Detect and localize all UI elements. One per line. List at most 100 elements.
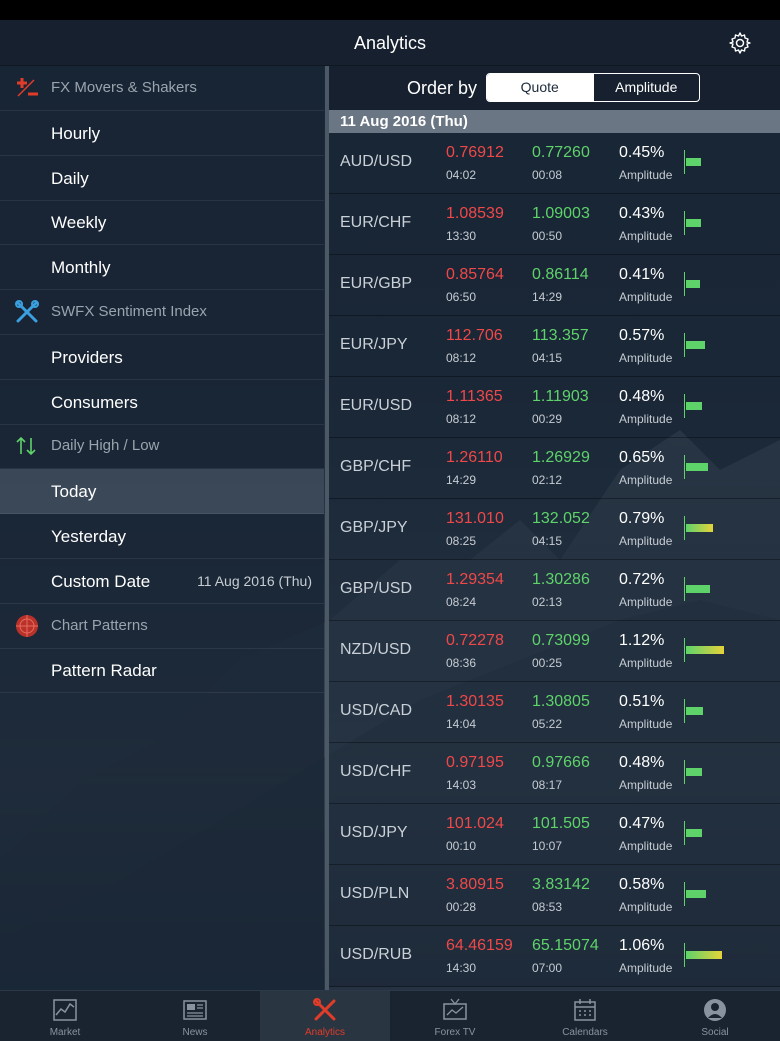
low-time: 08:36 xyxy=(446,656,477,670)
order-by-label: Order by xyxy=(407,78,478,98)
quote-row-gbp-usd[interactable]: GBP/USD 1.29354 08:24 1.30286 02:13 0.72% Ampl… xyxy=(329,560,780,621)
low-value: 112.706 xyxy=(446,327,503,344)
quote-row-gbp-jpy[interactable]: GBP/JPY 131.010 08:25 132.052 04:15 0.79% Ampl… xyxy=(329,499,780,560)
tab-analytics[interactable]: Analytics xyxy=(260,991,390,1041)
sidebar-item-label: Today xyxy=(51,482,97,502)
pair-label: USD/JPY xyxy=(340,824,408,841)
sidebar-item-providers[interactable]: Providers xyxy=(0,335,324,380)
amplitude-value: 0.79% xyxy=(619,510,665,527)
pair-label: EUR/CHF xyxy=(340,214,412,231)
amplitude-label: Amplitude xyxy=(619,595,673,609)
amplitude-bar xyxy=(686,341,705,349)
amplitude-value: 0.72% xyxy=(619,571,665,588)
quote-row-gbp-chf[interactable]: GBP/CHF 1.26110 14:29 1.26929 02:12 0.65% Ampl… xyxy=(329,438,780,499)
pair-label: EUR/JPY xyxy=(340,336,408,353)
amplitude-bar xyxy=(686,524,713,532)
high-value: 132.052 xyxy=(532,510,590,527)
sidebar-item-consumers[interactable]: Consumers xyxy=(0,380,324,425)
pair-label: EUR/GBP xyxy=(340,275,413,292)
quote-row-eur-gbp[interactable]: EUR/GBP 0.85764 06:50 0.86114 14:29 0.41% Ampl… xyxy=(329,255,780,316)
sidebar-item-weekly[interactable]: Weekly xyxy=(0,200,324,246)
radar-icon xyxy=(14,614,40,638)
high-value: 0.97666 xyxy=(532,754,590,771)
amplitude-label: Amplitude xyxy=(619,534,673,548)
sidebar-item-monthly[interactable]: Monthly xyxy=(0,245,324,291)
calendar-icon xyxy=(572,997,598,1023)
amplitude-label: Amplitude xyxy=(619,473,673,487)
low-time: 00:10 xyxy=(446,839,477,853)
sidebar-item-label: Hourly xyxy=(51,123,101,143)
low-value: 1.11365 xyxy=(446,388,503,405)
tab-news[interactable]: News xyxy=(130,991,260,1041)
high-value: 3.83142 xyxy=(532,876,590,893)
pair-label: GBP/USD xyxy=(340,580,413,597)
market-chart-icon xyxy=(52,997,78,1023)
low-time: 04:02 xyxy=(446,168,477,182)
amplitude-bar xyxy=(686,280,700,288)
low-time: 14:29 xyxy=(446,473,477,487)
tab-bar: Market News Analytics Forex TV Calendars Soci… xyxy=(0,990,780,1041)
quote-row-eur-usd[interactable]: EUR/USD 1.11365 08:12 1.11903 00:29 0.48% Ampl… xyxy=(329,377,780,438)
sidebar-item-label: Weekly xyxy=(51,213,107,233)
amplitude-label: Amplitude xyxy=(619,839,673,853)
amplitude-label: Amplitude xyxy=(619,778,673,792)
sidebar-item-value: 11 Aug 2016 (Thu) xyxy=(197,572,312,589)
sidebar-item-today[interactable]: Today xyxy=(0,469,324,515)
quote-row-usd-pln[interactable]: USD/PLN 3.80915 00:28 3.83142 08:53 0.58% Ampl… xyxy=(329,865,780,926)
order-option-quote[interactable]: Quote xyxy=(487,74,593,101)
sidebar-item-custom-date[interactable]: Custom Date 11 Aug 2016 (Thu) xyxy=(0,559,324,604)
amplitude-label: Amplitude xyxy=(619,900,673,914)
high-value: 1.30286 xyxy=(532,571,590,588)
quote-row-eur-jpy[interactable]: EUR/JPY 112.706 08:12 113.357 04:15 0.57% Ampl… xyxy=(329,316,780,377)
amplitude-bar-axis xyxy=(684,150,685,174)
quote-row-nzd-usd[interactable]: NZD/USD 0.72278 08:36 0.73099 00:25 1.12% Ampl… xyxy=(329,621,780,682)
amplitude-label: Amplitude xyxy=(619,229,673,243)
amplitude-bar-axis xyxy=(684,821,685,845)
amplitude-label: Amplitude xyxy=(619,717,673,731)
pair-label: GBP/JPY xyxy=(340,519,408,536)
quote-row-usd-chf[interactable]: USD/CHF 0.97195 14:03 0.97666 08:17 0.48% Ampl… xyxy=(329,743,780,804)
low-time: 13:30 xyxy=(446,229,477,243)
high-time: 00:50 xyxy=(532,229,563,243)
amplitude-bar-axis xyxy=(684,943,685,967)
high-value: 1.26929 xyxy=(532,449,590,466)
quote-row-usd-cad[interactable]: USD/CAD 1.30135 14:04 1.30805 05:22 0.51% Ampl… xyxy=(329,682,780,743)
high-value: 0.73099 xyxy=(532,632,590,649)
pair-label: EUR/USD xyxy=(340,397,413,414)
amplitude-bar xyxy=(686,402,702,410)
sidebar: FX Movers & Shakers Hourly Daily Weekly Mont… xyxy=(0,66,324,990)
gear-icon[interactable] xyxy=(728,31,752,55)
sidebar-item-pattern-radar[interactable]: Pattern Radar xyxy=(0,648,324,694)
high-time: 08:53 xyxy=(532,900,563,914)
sidebar-item-label: SWFX Sentiment Index xyxy=(51,303,207,320)
high-time: 08:17 xyxy=(532,778,563,792)
sidebar-item-daily[interactable]: Daily xyxy=(0,156,324,201)
tab-social[interactable]: Social xyxy=(650,991,780,1041)
sidebar-section-chart-patterns: Chart Patterns xyxy=(0,604,324,649)
sidebar-section-swfx-sentiment-index: SWFX Sentiment Index xyxy=(0,290,324,335)
amplitude-value: 0.65% xyxy=(619,449,665,466)
low-time: 14:04 xyxy=(446,717,477,731)
sidebar-item-label: Daily High / Low xyxy=(51,437,160,455)
amplitude-label: Amplitude xyxy=(619,412,673,426)
tab-forex-tv[interactable]: Forex TV xyxy=(390,991,520,1041)
sidebar-item-yesterday[interactable]: Yesterday xyxy=(0,514,324,559)
low-value: 1.30135 xyxy=(446,693,504,710)
tab-market[interactable]: Market xyxy=(0,991,130,1041)
low-time: 14:03 xyxy=(446,778,477,792)
amplitude-bar xyxy=(686,585,710,593)
quote-row-aud-usd[interactable]: AUD/USD 0.76912 04:02 0.77260 00:08 0.45% Ampl… xyxy=(329,133,780,194)
amplitude-value: 0.48% xyxy=(619,388,665,405)
amplitude-value: 1.12% xyxy=(619,632,665,649)
order-option-amplitude[interactable]: Amplitude xyxy=(592,74,700,101)
quote-row-usd-rub[interactable]: USD/RUB 64.46159 14:30 65.15074 07:00 1.06% Am… xyxy=(329,926,780,987)
quote-row-eur-chf[interactable]: EUR/CHF 1.08539 13:30 1.09003 00:50 0.43% Ampl… xyxy=(329,194,780,255)
tab-calendars[interactable]: Calendars xyxy=(520,991,650,1041)
sidebar-item-hourly[interactable]: Hourly xyxy=(0,111,324,156)
high-value: 1.09003 xyxy=(532,205,590,222)
low-time: 08:12 xyxy=(446,412,477,426)
pair-label: NZD/USD xyxy=(340,641,412,658)
amplitude-label: Amplitude xyxy=(619,351,673,365)
low-value: 3.80915 xyxy=(446,876,504,893)
quote-row-usd-jpy[interactable]: USD/JPY 101.024 00:10 101.505 10:07 0.47% Ampl… xyxy=(329,804,780,865)
